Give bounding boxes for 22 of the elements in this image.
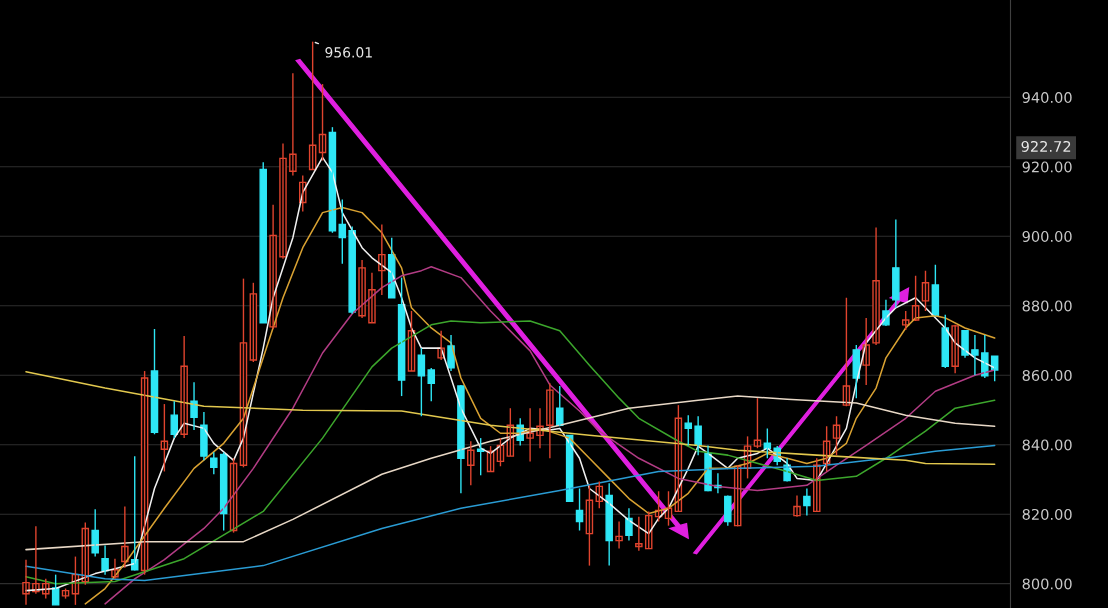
y-tick-label: 860.00: [1022, 369, 1072, 381]
line-series: [84, 206, 996, 605]
text: 922.72: [1021, 140, 1071, 152]
annotation: 956.01: [325, 47, 372, 58]
candlestick: [210, 451, 218, 475]
y-tick-label: 940.00: [1022, 92, 1072, 104]
line-series: [25, 395, 996, 551]
candlestick: [467, 440, 475, 487]
candlestick: [941, 314, 950, 369]
y-tick-label: 880.00: [1022, 300, 1072, 312]
candlestick: [724, 494, 732, 527]
y-tick-label: 900.00: [1022, 230, 1072, 242]
y-tick-label: 820.00: [1022, 508, 1072, 520]
candlestick: [565, 434, 574, 503]
line-series: [25, 444, 996, 582]
line-series: [25, 320, 996, 585]
y-tick-label: 800.00: [1022, 578, 1072, 590]
y-tick-label: 920.00: [1022, 161, 1072, 173]
candlestick: [259, 161, 267, 324]
y-tick-label: 840.00: [1022, 439, 1072, 451]
candlestick: [753, 397, 762, 449]
line-series: [25, 370, 996, 465]
